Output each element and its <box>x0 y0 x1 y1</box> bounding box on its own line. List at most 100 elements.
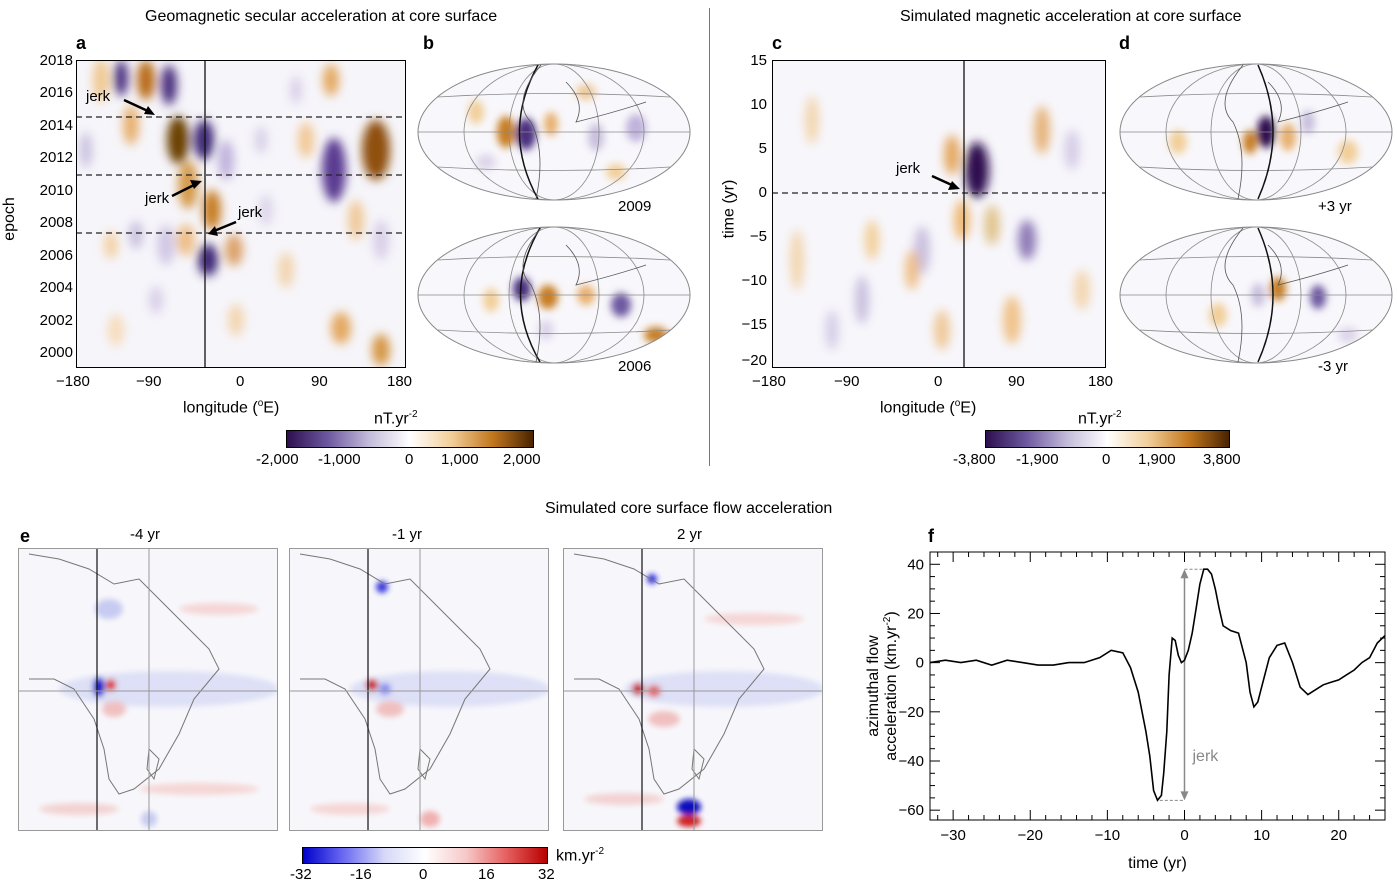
x-tick: −90 <box>834 373 860 390</box>
panel-label-f: f <box>928 526 934 546</box>
y-tick: 0 <box>758 184 767 201</box>
y-tick: 2002 <box>39 312 73 329</box>
globe-map-bottom <box>1119 226 1393 364</box>
jerk-arrow-down <box>1180 791 1189 801</box>
flow-map-3 <box>563 548 823 831</box>
colorbar-a-unit: nT.yr-2 <box>374 409 418 428</box>
y-tick: 2012 <box>39 149 73 166</box>
x-tick-label: −30 <box>940 827 965 844</box>
y-tick: 2000 <box>39 344 73 361</box>
x-tick: 0 <box>934 373 943 390</box>
chart-tick-labels: −30 −20 −10 0 10 20 40 20 0 −20 −40 −60 <box>899 556 1348 844</box>
panel-label-e: e <box>20 526 31 546</box>
colorbar-a-tick: 2,000 <box>503 451 541 468</box>
y-tick-label: −60 <box>899 802 924 819</box>
panel-c-plot <box>772 60 1106 368</box>
colorbar-e-tick: -32 <box>290 866 312 883</box>
x-tick: −180 <box>56 373 90 390</box>
x-tick: −90 <box>136 373 162 390</box>
jerk-label-a1: jerk <box>86 88 111 105</box>
globe-map-bottom <box>417 226 691 364</box>
colorbar-a-tick: -2,000 <box>256 451 299 468</box>
panel-c-xlabel: longitude (oE) <box>880 398 977 417</box>
map-e2-label: -1 yr <box>392 526 422 543</box>
x-tick: 0 <box>236 373 245 390</box>
x-tick-label: 0 <box>1180 827 1188 844</box>
panel-label-b: b <box>423 33 434 53</box>
flow-map-2-svg <box>290 549 548 830</box>
y-tick: −15 <box>741 316 767 333</box>
y-tick-label: −40 <box>899 753 924 770</box>
y-tick: 2004 <box>39 279 73 296</box>
flow-acceleration-chart: −30 −20 −10 0 10 20 40 20 0 −20 −40 −60 jerk time (… <box>865 551 1386 872</box>
colorbar-a-tick: 0 <box>405 451 414 468</box>
flow-map-2 <box>289 548 549 831</box>
y-tick-label: −20 <box>899 704 924 721</box>
panel-a-ylabel: epoch <box>0 197 18 241</box>
panel-c-heatmap <box>772 60 1106 368</box>
jerk-arrow-up <box>1180 569 1189 579</box>
globe-map-top <box>1119 63 1393 201</box>
y-tick: −5 <box>749 228 767 245</box>
map-d-bottom <box>1118 225 1394 365</box>
panel-a-yticks: 2018 2016 2014 2012 2010 2008 2006 2004 … <box>28 52 73 372</box>
map-d-top <box>1118 62 1394 202</box>
colorbar-c-tick: 0 <box>1102 451 1111 468</box>
flow-map-3-svg <box>564 549 822 830</box>
x-tick-label: −10 <box>1095 827 1120 844</box>
series-line <box>929 568 1386 802</box>
panel-label-d: d <box>1119 33 1130 53</box>
y-axis-label-line2: acceleration (km.yr-2) <box>882 611 900 760</box>
map-b-top <box>416 62 692 202</box>
x-tick-label: 20 <box>1330 827 1347 844</box>
panel-a-heatmap <box>76 58 406 368</box>
divider <box>709 8 710 466</box>
x-tick: 180 <box>387 373 413 390</box>
y-tick: 2014 <box>39 117 73 134</box>
y-tick: 2016 <box>39 84 73 101</box>
y-tick-label: 20 <box>907 605 924 622</box>
colorbar-c-unit: nT.yr-2 <box>1078 409 1122 428</box>
y-tick: 5 <box>758 140 767 157</box>
right-title: Simulated magnetic acceleration at core … <box>900 8 1242 25</box>
jerk-label-c: jerk <box>896 160 921 177</box>
x-tick: −180 <box>752 373 786 390</box>
y-tick: 15 <box>750 52 767 69</box>
globe-map-top <box>417 63 691 201</box>
panel-label-a: a <box>76 33 87 53</box>
colorbar-e-tick: 0 <box>419 866 428 883</box>
y-tick: 2008 <box>39 214 73 231</box>
colorbar-c-tick: -1,900 <box>1016 451 1059 468</box>
map-d-top-label: +3 yr <box>1318 198 1352 215</box>
y-tick-label: 0 <box>916 655 924 672</box>
colorbar-e-unit: km.yr-2 <box>556 846 605 865</box>
colorbar-e-tick: 32 <box>538 866 555 883</box>
jerk-label-a2: jerk <box>145 190 170 207</box>
colorbar-e <box>302 847 548 864</box>
panel-c-yticks: 15 10 5 0 −5 −10 −15 −20 <box>722 52 767 372</box>
x-tick: 90 <box>311 373 328 390</box>
colorbar-e-tick: 16 <box>478 866 495 883</box>
colorbar-a-tick: 1,000 <box>441 451 479 468</box>
y-tick-label: 40 <box>907 556 924 573</box>
colorbar-a <box>286 430 534 448</box>
chart-frame <box>929 551 1386 821</box>
map-b-bottom-label: 2006 <box>618 358 652 375</box>
chart-ticks <box>930 551 1386 820</box>
map-b-top-label: 2009 <box>618 198 652 215</box>
map-d-bottom-label: -3 yr <box>1318 358 1348 375</box>
flow-map-1-svg <box>19 549 277 830</box>
flow-map-1 <box>18 548 278 831</box>
y-tick: −10 <box>741 272 767 289</box>
map-e1-label: -4 yr <box>130 526 160 543</box>
y-tick: 10 <box>750 96 767 113</box>
x-tick-label: 10 <box>1253 827 1270 844</box>
y-tick: 2018 <box>39 52 73 69</box>
x-tick-label: −20 <box>1018 827 1043 844</box>
panel-c-ylabel: time (yr) <box>720 179 738 239</box>
y-tick: −20 <box>741 352 767 369</box>
colorbar-c-tick: 3,800 <box>1203 451 1241 468</box>
colorbar-c-tick: 1,900 <box>1138 451 1176 468</box>
colorbar-c <box>985 430 1230 448</box>
jerk-annotation: jerk <box>1191 748 1219 765</box>
